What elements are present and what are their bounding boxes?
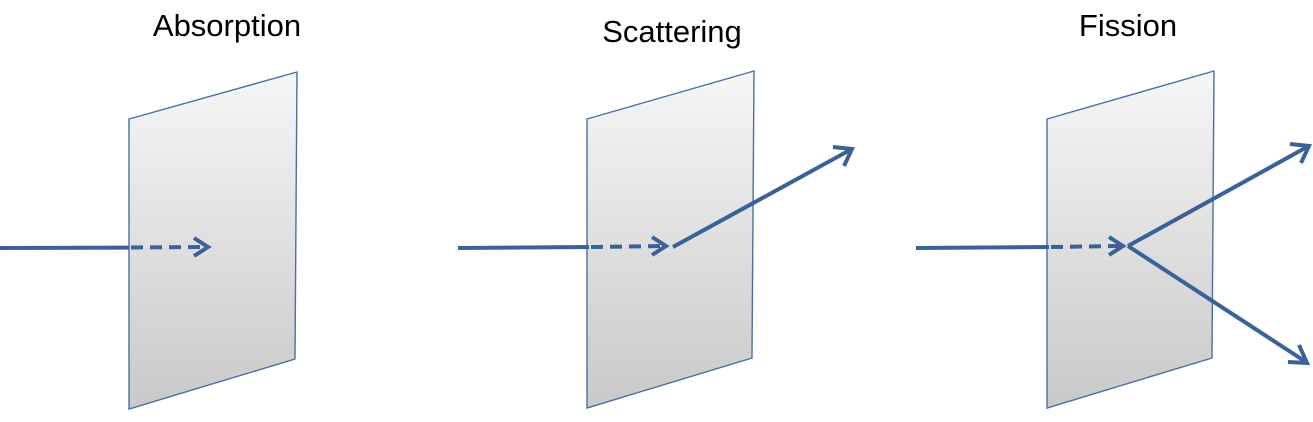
panel-title-absorption: Absorption [153, 8, 301, 43]
fission-arrowhead-up [1289, 142, 1313, 164]
target-plate [128, 71, 298, 410]
incident-arrowhead [650, 235, 670, 257]
panel-scattering: Scattering [457, 14, 856, 409]
absorbed-path-dashed [130, 245, 207, 250]
incident-arrowhead [1107, 235, 1127, 257]
panel-fission: Fission [915, 8, 1313, 409]
scattered-arrowhead [832, 145, 856, 167]
fission-arrowhead-down [1287, 344, 1311, 366]
incoming-neutron-ray [457, 245, 590, 250]
absorption-arrowhead [192, 236, 212, 258]
target-plate [586, 70, 755, 409]
incoming-neutron-ray [915, 245, 1050, 250]
scattered-neutron-ray [672, 148, 851, 249]
panel-title-fission: Fission [1079, 8, 1177, 43]
incident-path-dashed [590, 244, 665, 249]
panel-absorption: Absorption [0, 8, 301, 410]
target-plate [1046, 70, 1215, 409]
fission-fragment-ray-down [1126, 244, 1308, 364]
incident-path-dashed [1050, 244, 1122, 249]
panel-title-scattering: Scattering [602, 14, 742, 49]
fission-fragment-ray-up [1127, 145, 1308, 248]
